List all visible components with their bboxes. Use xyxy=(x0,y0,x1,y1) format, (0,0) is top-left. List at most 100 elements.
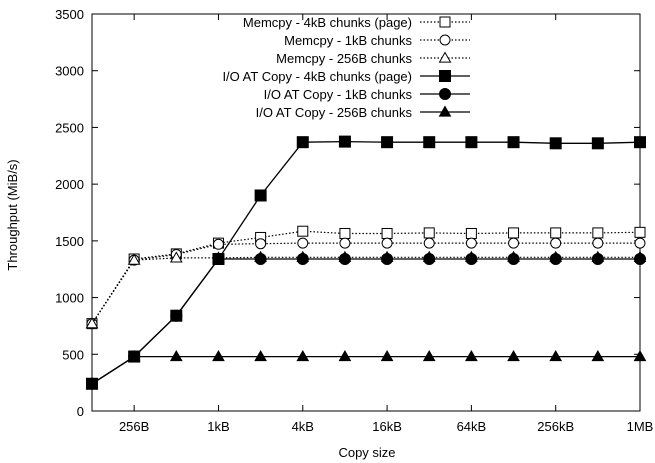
data-point xyxy=(549,350,563,362)
data-point xyxy=(423,136,436,149)
y-tick-label: 1000 xyxy=(55,291,84,306)
data-point xyxy=(338,135,351,148)
data-point xyxy=(423,237,435,249)
data-point xyxy=(592,237,604,249)
legend-entry-5: I/O AT Copy - 1kB chunks xyxy=(264,87,470,102)
y-tick-label: 2000 xyxy=(55,177,84,192)
data-point xyxy=(212,350,225,362)
data-point xyxy=(296,136,309,149)
data-point xyxy=(296,350,310,362)
data-point xyxy=(439,88,451,100)
y-tick-label: 1500 xyxy=(55,234,84,249)
data-point xyxy=(438,51,452,63)
data-point xyxy=(508,227,520,239)
data-point xyxy=(380,350,394,362)
legend-entry-2: Memcpy - 1kB chunks xyxy=(284,33,470,48)
data-point xyxy=(255,238,267,250)
x-tick-label: 256B xyxy=(119,419,149,434)
y-tick-label: 2500 xyxy=(55,120,84,135)
legend-entry-4: I/O AT Copy - 4kB chunks (page) xyxy=(222,69,470,84)
legend-entry-1: Memcpy - 4kB chunks (page) xyxy=(243,15,470,30)
data-point xyxy=(212,238,224,250)
x-axis-title: Copy size xyxy=(338,445,395,460)
legend-label: Memcpy - 4kB chunks (page) xyxy=(243,15,412,30)
data-point xyxy=(507,350,520,362)
series-line xyxy=(91,256,640,325)
data-point xyxy=(127,253,141,265)
legend-label: I/O AT Copy - 1kB chunks xyxy=(264,87,413,102)
data-point xyxy=(465,253,478,266)
data-point xyxy=(297,225,309,237)
data-point xyxy=(591,137,604,150)
series-6 xyxy=(85,350,647,389)
series-4 xyxy=(86,135,646,390)
data-point xyxy=(85,317,99,329)
data-point xyxy=(634,253,646,266)
legend-label: Memcpy - 256B chunks xyxy=(276,51,412,66)
data-point xyxy=(170,309,183,322)
data-point xyxy=(507,136,520,149)
series-line xyxy=(91,230,641,325)
data-point xyxy=(85,377,99,389)
data-point xyxy=(422,350,436,362)
data-point xyxy=(381,237,393,249)
data-point xyxy=(550,237,562,249)
x-tick-label: 1MB xyxy=(627,419,654,434)
data-point xyxy=(634,136,646,149)
data-point xyxy=(439,34,451,46)
data-point xyxy=(381,136,394,149)
data-point xyxy=(339,227,351,239)
y-axis-title: Throughput (MiB/s) xyxy=(5,159,20,270)
y-tick-label: 3500 xyxy=(55,7,84,22)
data-point xyxy=(465,136,478,149)
legend-label: I/O AT Copy - 256B chunks xyxy=(256,105,413,120)
legend-label: Memcpy - 1kB chunks xyxy=(284,33,412,48)
y-tick-label: 0 xyxy=(77,404,84,419)
x-tick-label: 16kB xyxy=(372,419,402,434)
data-point xyxy=(297,237,309,249)
data-point xyxy=(423,253,436,266)
data-point xyxy=(465,227,477,239)
data-point xyxy=(169,350,183,362)
data-point xyxy=(423,227,435,239)
series-line xyxy=(91,242,640,325)
data-point xyxy=(549,137,562,150)
data-point xyxy=(592,227,604,239)
data-point xyxy=(339,237,351,249)
data-point xyxy=(169,251,183,263)
legend-entry-6: I/O AT Copy - 256B chunks xyxy=(256,105,470,120)
data-point xyxy=(212,253,225,266)
data-point xyxy=(296,253,309,266)
y-tick-label: 500 xyxy=(62,347,84,362)
data-point xyxy=(591,253,604,266)
y-tick-label: 3000 xyxy=(55,64,84,79)
series-line xyxy=(91,258,640,385)
data-point xyxy=(381,227,393,239)
series-5 xyxy=(86,253,646,390)
data-point xyxy=(634,226,646,238)
data-point xyxy=(254,189,267,202)
data-point xyxy=(439,16,451,28)
x-tick-label: 1kB xyxy=(207,419,229,434)
x-tick-label: 256kB xyxy=(537,419,574,434)
x-tick-label: 4kB xyxy=(292,419,314,434)
data-point xyxy=(591,350,605,362)
plot-frame xyxy=(91,13,641,412)
data-point xyxy=(549,253,562,266)
data-point xyxy=(338,350,352,362)
data-point xyxy=(438,105,452,117)
data-point xyxy=(338,253,351,266)
data-point xyxy=(634,237,646,249)
data-point xyxy=(381,253,394,266)
data-point xyxy=(550,227,562,239)
plot-area: 0 500 1000 1500 2000 2500 3000 3500 256B 1kB 4kB 16… xyxy=(55,7,653,434)
data-point xyxy=(439,70,451,82)
legend-entry-3: Memcpy - 256B chunks xyxy=(276,51,470,66)
data-point xyxy=(507,253,520,266)
data-point xyxy=(254,350,267,362)
x-tick-label: 64kB xyxy=(457,419,487,434)
data-point xyxy=(465,237,477,249)
data-point xyxy=(254,253,267,266)
series-line xyxy=(91,355,640,385)
